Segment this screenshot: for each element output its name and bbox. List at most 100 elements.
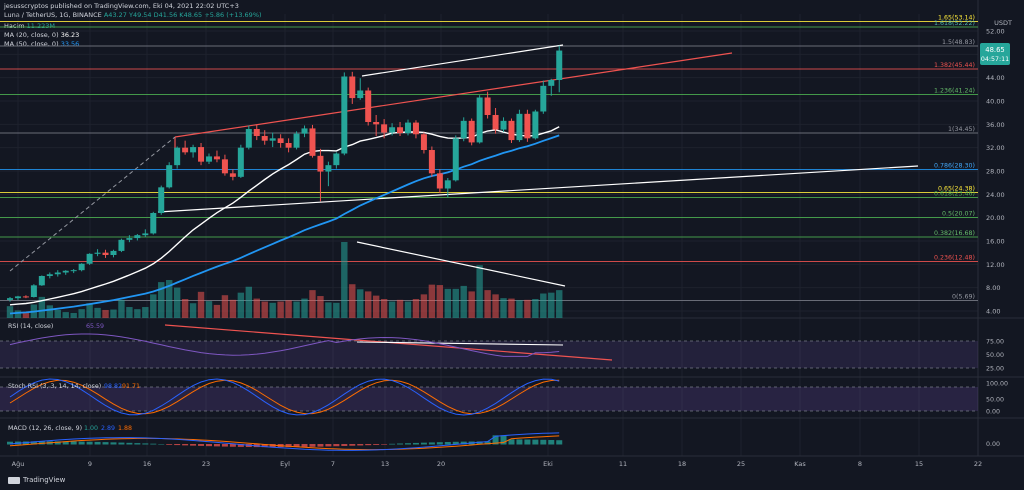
macd-histogram-bar (174, 444, 181, 446)
fib-label: 1.65(53.14) (938, 15, 975, 22)
candle-body (261, 136, 268, 141)
candle-body (436, 173, 443, 189)
macd-histogram-bar (126, 442, 133, 445)
fib-label: 1.618(52.22) (934, 20, 975, 27)
fib-label: 1(34.45) (948, 126, 975, 133)
volume-bar (420, 294, 428, 318)
time-tick: Ağu (12, 460, 25, 468)
macd-histogram-bar (86, 441, 93, 445)
legend-ma50-value: 33.56 (60, 40, 80, 48)
volume-bar (6, 306, 14, 318)
fib-label: 0.618(23.46) (934, 191, 975, 198)
price-tick: 16.00 (986, 238, 1005, 246)
tradingview-logo[interactable]: TradingView (8, 476, 65, 484)
currency-label: USDT (994, 19, 1012, 27)
volume-bar (86, 303, 93, 318)
macd-histogram-bar (285, 444, 292, 448)
candle-body (70, 270, 77, 272)
macd-histogram-bar (221, 444, 228, 447)
candle-body (86, 253, 93, 264)
candle-body (54, 272, 61, 275)
legend-ma20[interactable]: MA (20, close, 0) 36.23 (4, 31, 79, 39)
volume-bar (102, 309, 109, 318)
stoch-label: Stoch RSI (3, 3, 14, 14, close) (8, 383, 101, 390)
candle-body (484, 97, 491, 115)
volume-bar (142, 307, 149, 318)
time-tick: 15 (915, 460, 923, 468)
candle-body (349, 76, 356, 99)
candle-body (540, 85, 547, 112)
candle-body (229, 173, 236, 177)
fib-label: 1.5(48.83) (942, 39, 975, 46)
volume-bar (396, 299, 404, 318)
macd-histogram-bar (436, 442, 443, 445)
stoch-tick: 100.00 (986, 381, 1008, 388)
macd-histogram-bar (412, 442, 419, 445)
macd-histogram-bar (381, 444, 388, 445)
candle-body (110, 250, 117, 255)
fib-label: 0.786(28.30) (934, 163, 975, 170)
tv-icon (8, 476, 20, 484)
candle-body (221, 159, 228, 174)
macd-histogram-bar (54, 441, 61, 445)
candle-body (150, 213, 157, 234)
macd-histogram-bar (333, 444, 340, 447)
time-tick: 7 (331, 460, 335, 468)
candle-body (142, 233, 149, 236)
volume-bar (150, 294, 157, 318)
macd-histogram-bar (389, 443, 396, 445)
macd-histogram-bar (397, 443, 404, 445)
volume-bar (213, 304, 221, 318)
candle-body (253, 129, 260, 136)
legend-ma50[interactable]: MA (50, close, 0) 33.56 (4, 40, 79, 48)
candle-body (420, 134, 427, 150)
stoch-tick: 50.00 (986, 397, 1004, 404)
volume-bar (365, 291, 372, 318)
rsi-label: RSI (14, close) (8, 323, 53, 330)
volume-bar (333, 302, 340, 318)
legend-volume[interactable]: Hacim 11.223M (4, 22, 55, 30)
volume-bar (301, 298, 308, 318)
candle-body (492, 115, 499, 130)
publisher-line: jesusscryptos published on TradingView.c… (4, 2, 239, 10)
macd-histogram-bar (532, 439, 539, 445)
macd-histogram-bar (7, 441, 13, 445)
macd-label: MACD (12, 26, close, 9) (8, 425, 82, 432)
volume-bar (261, 301, 268, 318)
stoch-d-line (9, 379, 560, 415)
macd-histogram-bar (357, 444, 364, 446)
volume-bar (285, 300, 292, 318)
macd-histogram-bar (508, 439, 515, 445)
time-tick: 23 (202, 460, 210, 468)
macd-histogram-bar (405, 443, 411, 445)
volume-bar (78, 309, 85, 318)
symbol-header[interactable]: Luna / TetherUS, 1G, BINANCE A43.27 Y49.… (4, 11, 262, 19)
fib-label: 0(5.69) (952, 294, 975, 301)
macd-histogram-bar (476, 441, 483, 445)
macd-histogram-bar (213, 444, 220, 447)
volume-bar (245, 286, 252, 318)
candle-body (548, 80, 555, 86)
candle-body (357, 90, 364, 99)
candle-body (389, 127, 396, 133)
volume-bar (349, 284, 356, 318)
candle-body (158, 187, 165, 213)
ma50-line (9, 134, 560, 315)
macd-histogram-bar (30, 441, 37, 445)
volume-bar (54, 309, 61, 318)
fib-label: 1.236(41.24) (934, 88, 975, 95)
time-tick: 18 (678, 460, 686, 468)
stoch-k-value: 98.82 (104, 383, 122, 390)
candle-body (309, 128, 316, 156)
time-tick: Kas (794, 460, 806, 468)
symbol-name[interactable]: Luna / TetherUS, 1G, BINANCE (4, 11, 102, 19)
macd-histogram-bar (500, 435, 507, 445)
candle-body (14, 296, 21, 299)
macd-histogram-bar (237, 444, 244, 447)
time-tick: Eyl (280, 460, 290, 468)
candle-body (532, 111, 539, 139)
rsi-tick: 75.00 (986, 339, 1004, 346)
candle-body (500, 120, 507, 130)
volume-bar (221, 295, 229, 318)
